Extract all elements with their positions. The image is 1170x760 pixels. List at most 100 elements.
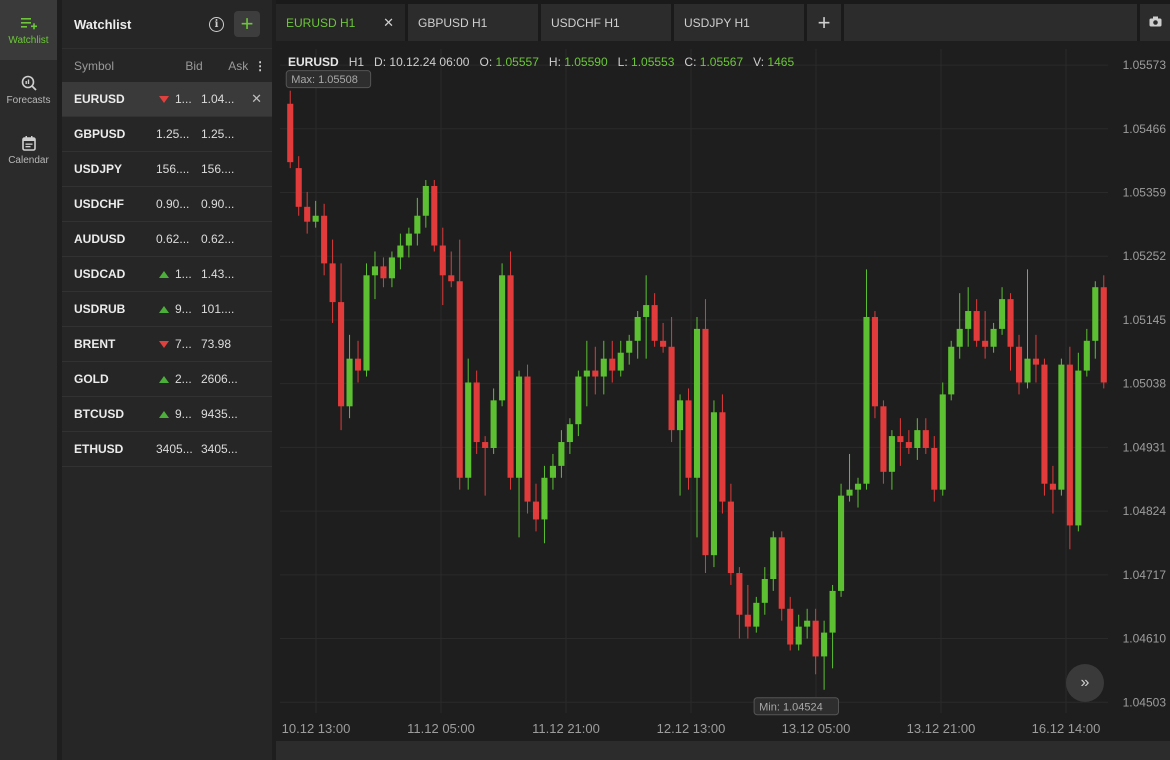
candle-bullish	[600, 358, 607, 377]
row-bid-value: 9...	[175, 407, 192, 421]
candle-bearish	[982, 340, 989, 347]
candle-bearish	[473, 382, 480, 443]
tab-usdjpy-h1[interactable]: USDJPY H1	[674, 4, 804, 41]
candle-bearish	[456, 281, 463, 478]
watchlist-row-usdrub[interactable]: USDRUB 9... 101....	[62, 292, 272, 327]
candle-bearish	[609, 358, 616, 371]
candle-bearish	[482, 442, 489, 448]
chart-tabs: EURUSD H1 ✕ GBPUSD H1 USDCHF H1 USDJPY H1 +	[276, 0, 1170, 41]
candle-bearish	[787, 608, 794, 645]
candle-bullish	[990, 328, 997, 347]
candle-bullish	[583, 370, 590, 377]
rail-item-calendar[interactable]: Calendar	[0, 120, 57, 180]
y-tick-label: 1.05359	[1123, 186, 1167, 200]
more-vertical-icon[interactable]: ⋮	[254, 58, 267, 73]
ohlc-symbol: EURUSD	[288, 55, 339, 69]
candle-bullish	[388, 257, 395, 279]
watchlist-header: Watchlist i +	[62, 0, 272, 48]
forecasts-icon	[21, 74, 37, 92]
candle-bullish	[465, 382, 472, 478]
watchlist-row-usdjpy[interactable]: USDJPY 156.... 156....	[62, 152, 272, 187]
candle-bullish	[414, 215, 421, 234]
candle-bearish	[736, 573, 743, 615]
tab-gbpusd-h1[interactable]: GBPUSD H1	[408, 4, 538, 41]
watchlist-row-btcusd[interactable]: BTCUSD 9... 9435...	[62, 397, 272, 432]
candle-bearish	[1007, 299, 1014, 347]
column-symbol[interactable]: Symbol	[74, 58, 115, 73]
candle-bearish	[380, 266, 387, 279]
arrow-down-icon	[159, 340, 169, 348]
y-tick-label: 1.04824	[1123, 504, 1167, 518]
y-tick-label: 1.05038	[1123, 377, 1167, 391]
row-bid-value: 3405...	[156, 442, 193, 456]
candle-bullish	[821, 632, 828, 657]
watchlist-row-eurusd[interactable]: EURUSD 1... 1.04... ✕	[62, 82, 272, 117]
x-tick-label: 13.12 05:00	[782, 721, 851, 736]
candle-bullish	[1058, 364, 1065, 490]
candle-bullish	[371, 266, 379, 276]
watchlist-row-usdcad[interactable]: USDCAD 1... 1.43...	[62, 257, 272, 292]
column-bid[interactable]: Bid	[185, 58, 203, 73]
y-tick-label: 1.05466	[1123, 122, 1167, 136]
column-ask[interactable]: Ask	[228, 58, 249, 73]
rail-item-forecasts[interactable]: Forecasts	[0, 60, 57, 120]
row-bid-value: 9...	[175, 302, 192, 316]
min-price-label-box	[753, 697, 840, 716]
ohlc-volume: 1465	[767, 55, 795, 69]
candle-bullish	[914, 430, 921, 448]
tab-eurusd-h1[interactable]: EURUSD H1 ✕	[276, 4, 405, 41]
ohlc-close: 1.05567	[699, 55, 744, 69]
rail-label-forecasts: Forecasts	[6, 95, 51, 106]
close-icon[interactable]: ✕	[251, 91, 262, 106]
y-tick-label: 1.04503	[1123, 695, 1167, 709]
screenshot-button[interactable]	[1140, 4, 1170, 41]
watchlist-row-brent[interactable]: BRENT 7... 73.98	[62, 327, 272, 362]
row-symbol: GOLD	[74, 372, 109, 386]
watchlist-row-usdchf[interactable]: USDCHF 0.90... 0.90...	[62, 187, 272, 222]
candle-bullish	[948, 346, 955, 395]
row-symbol: USDRUB	[74, 302, 126, 316]
row-symbol: EURUSD	[74, 92, 125, 106]
candle-bearish	[592, 370, 599, 377]
candle-bullish	[575, 376, 582, 425]
info-icon[interactable]: i	[209, 16, 224, 32]
candle-bullish	[829, 590, 836, 633]
row-ask: 156....	[201, 162, 235, 176]
add-tab-button[interactable]: +	[807, 4, 841, 41]
watchlist-column-headers: Symbol Bid Ask ⋮	[62, 48, 272, 82]
scroll-to-latest-button[interactable]: »	[1066, 664, 1104, 702]
watchlist-row-audusd[interactable]: AUDUSD 0.62... 0.62...	[62, 222, 272, 257]
watchlist-row-ethusd[interactable]: ETHUSD 3405... 3405...	[62, 432, 272, 467]
candle-bullish	[1092, 287, 1099, 341]
candle-bearish	[744, 614, 751, 627]
ohlc-volume-label: V:	[753, 55, 765, 69]
candle-bullish	[888, 436, 895, 472]
min-price-label: Min: 1.04524	[753, 697, 840, 716]
close-tab-icon[interactable]: ✕	[383, 14, 394, 30]
candle-bearish	[1015, 346, 1023, 383]
add-symbol-button[interactable]: +	[234, 11, 260, 37]
x-tick-label: 11.12 21:00	[532, 721, 600, 736]
row-bid-value: 0.90...	[156, 197, 190, 211]
max-price-label-text: Max: 1.05508	[291, 74, 358, 86]
row-bid: 1...	[156, 267, 201, 281]
row-ask: 101....	[201, 302, 235, 316]
candlestick-chart[interactable]: 1.05573 1.05466 1.05359 1.05252 1.05145 1.050…	[276, 41, 1170, 741]
candle-bearish	[880, 406, 887, 472]
candle-bearish	[702, 328, 709, 556]
candle-bullish	[422, 185, 429, 216]
tab-usdchf-h1[interactable]: USDCHF H1	[541, 4, 671, 41]
tab-label: EURUSD H1	[286, 15, 356, 30]
candle-bullish	[999, 299, 1006, 329]
candle-bullish	[634, 316, 641, 341]
candle-bearish	[1041, 364, 1048, 484]
row-bid: 9...	[156, 407, 201, 421]
watchlist-row-gold[interactable]: GOLD 2... 2606...	[62, 362, 272, 397]
candle-bearish	[287, 103, 294, 163]
candle-bullish	[1083, 340, 1090, 371]
row-bid-value: 1...	[175, 267, 192, 281]
watchlist-row-gbpusd[interactable]: GBPUSD 1.25... 1.25...	[62, 117, 272, 152]
side-rail: Watchlist Forecasts Calendar	[0, 0, 57, 760]
price-chart[interactable]: 1.05573 1.05466 1.05359 1.05252 1.05145 1.050…	[276, 41, 1170, 741]
rail-item-watchlist[interactable]: Watchlist	[0, 0, 57, 60]
